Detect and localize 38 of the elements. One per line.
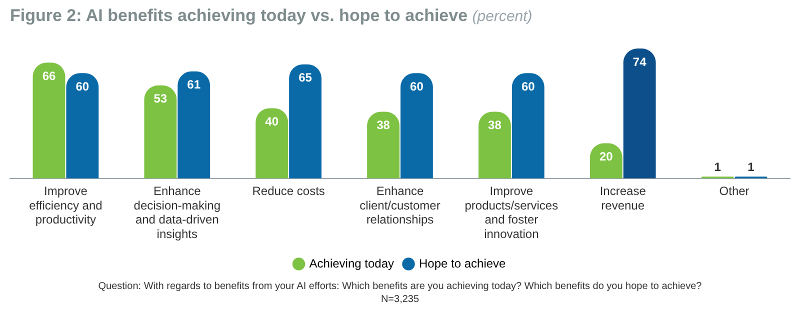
x-tick-label: Reduce costs — [252, 184, 325, 198]
data-label: 1 — [748, 160, 755, 174]
bar — [256, 108, 288, 178]
bar — [512, 73, 544, 178]
x-tick-label: Improve efficiency and productivity — [29, 184, 102, 227]
data-label: 66 — [42, 68, 56, 83]
data-label: 38 — [376, 118, 390, 132]
data-label: 38 — [488, 118, 502, 132]
text: N=3,235 — [380, 293, 420, 306]
bar — [178, 71, 210, 178]
x-tick-label: Other — [719, 184, 750, 198]
data-label: 65 — [298, 70, 312, 85]
data-label: 40 — [265, 114, 279, 129]
x-tick-label: Increase revenue — [600, 184, 646, 212]
x-tick-label: Enhance client/customer relationships — [360, 184, 440, 227]
text: Question: With regards to benefits from your AI efforts: Which benefits are you achieving today? Which benefits do you hope to achieve? — [97, 280, 703, 293]
bar — [32, 62, 66, 178]
x-tick-label: Enhance decision-making and data-driven insights — [134, 184, 220, 242]
data-label: 60 — [76, 79, 90, 94]
bar — [400, 73, 433, 178]
chart-title: Figure 2: AI benefits achieving today vs. hope to achieve — [10, 6, 468, 25]
legend-label: Achieving today — [309, 256, 394, 270]
data-label: 1 — [714, 160, 722, 174]
data-label: 53 — [154, 92, 168, 106]
bar — [623, 48, 656, 178]
bar — [66, 73, 99, 178]
data-label: 60 — [410, 79, 424, 94]
x-tick-label: Improve products/services and foster innovation — [464, 184, 558, 242]
data-label: 60 — [521, 79, 536, 94]
data-label: 74 — [632, 54, 647, 69]
legend-label: Hope to achieve — [419, 256, 506, 270]
chart-subtitle: (percent) — [472, 8, 532, 25]
bar — [367, 112, 400, 178]
data-label: 61 — [187, 78, 201, 92]
bar — [144, 85, 177, 178]
bar — [478, 112, 511, 178]
data-label: 20 — [599, 150, 614, 164]
bar — [289, 64, 322, 178]
